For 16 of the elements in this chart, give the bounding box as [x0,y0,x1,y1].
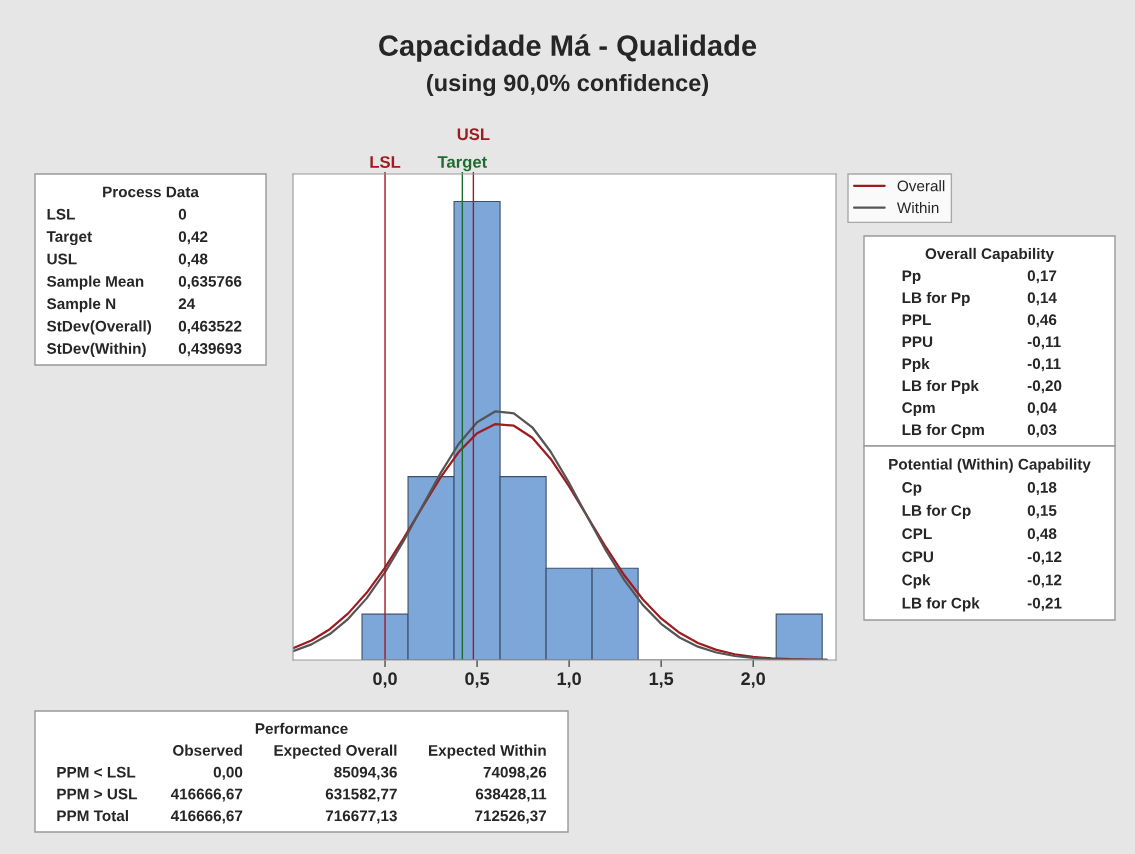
text: Performance Observed Expected Overall Expected Within PPM < LSL 0,00 85094,36 74098,26 PPM > USL 416666,67 631582,77 638428,11 PPM Total 416666,67 716677,13 712526,37 [57,722,547,824]
chart-title: Capacidade Má - Qualidade [379,34,757,62]
x-tick-label: 2,0 [741,672,765,688]
ref-line-label: LSL [370,156,401,168]
text: Process Data LSL 0 Target 0,42 USL 0,48 Sample Mean 0,635766 Sample N 24 StDev(Overall) 0,463522 StDev(Within) 0,439693 [46,186,242,357]
x-tick-label: 1,0 [557,672,581,688]
ref-line-label: USL [457,128,490,141]
text: Potential (Within) Capability Cp 0,18 LB for Cp 0,15 CPL 0,48 CPU -0,12 Cpk -0,12 LB for Cpk -0,21 [889,458,1091,612]
text: Overall Capability Pp 0,17 LB for Pp 0,14 PPL 0,46 PPU -0,11 Ppk -0,11 LB for Ppk -0,20 Cpm 0,04 LB for Cpm 0,03 [902,247,1062,439]
x-tick-label: 1,5 [649,672,674,688]
ref-line-label: Target [437,156,487,172]
x-tick-label: 0,0 [373,672,397,688]
chart-subtitle: (using 90,0% confidence) [426,73,709,97]
x-tick-label: 0,5 [465,672,490,688]
legend-label: Overall [897,180,945,192]
legend-label: Within [896,201,939,214]
